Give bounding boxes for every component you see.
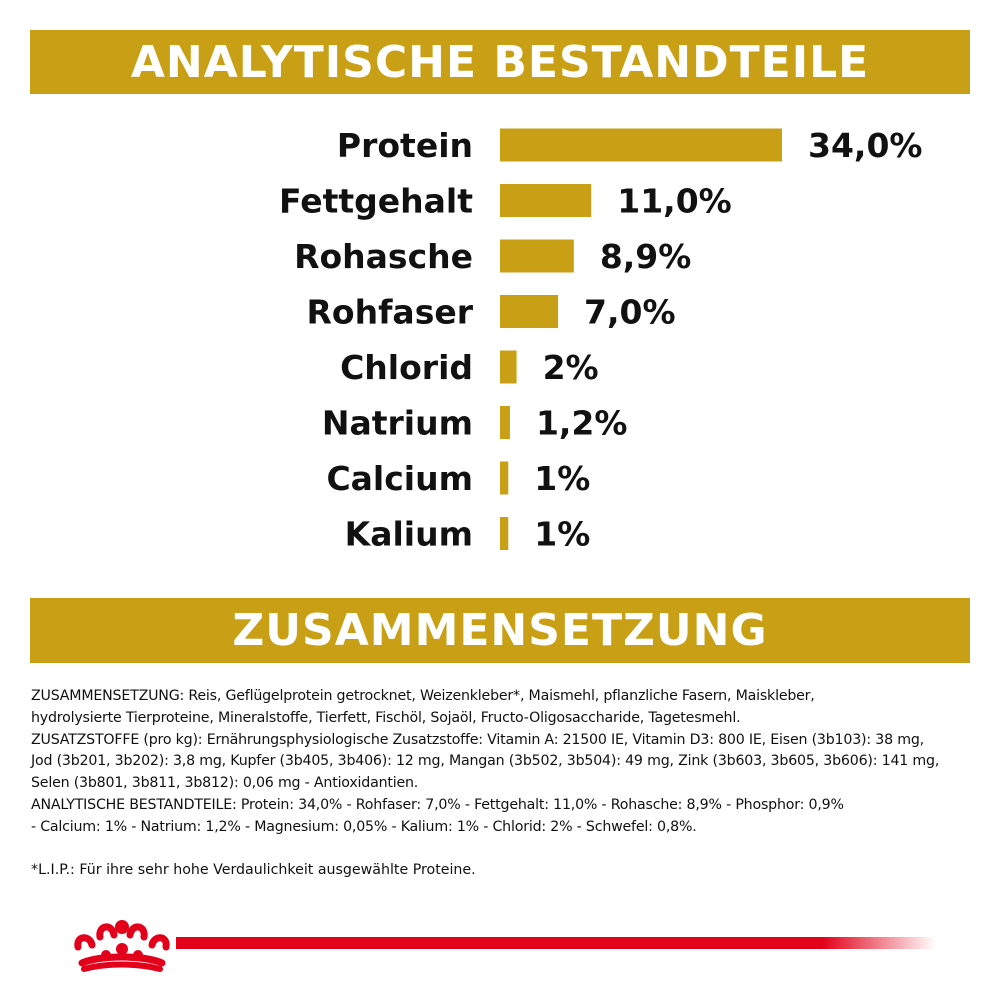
bar (500, 461, 509, 495)
category-label: Kalium (345, 515, 473, 554)
value-label: 2% (543, 348, 599, 387)
category-label: Protein (337, 126, 473, 165)
value-label: 1% (534, 459, 590, 498)
nutrients-title: ANALYTISCHE BESTANDTEILE (130, 36, 870, 88)
bar (500, 517, 509, 550)
value-label: 34,0% (808, 126, 923, 165)
red-brand-line (176, 937, 936, 949)
category-label: Rohasche (294, 237, 473, 276)
bar (500, 239, 574, 273)
composition-text: ZUSAMMENSETZUNG: Reis, Geflügelprotein g… (31, 686, 976, 839)
footnote: *L.I.P.: Für ihre sehr hohe Verdaulichke… (31, 862, 476, 878)
composition-banner: ZUSAMMENSETZUNG (30, 598, 970, 663)
value-label: 1% (534, 515, 590, 554)
category-label: Fettgehalt (279, 182, 473, 221)
bar (500, 350, 517, 384)
composition-paragraph: ZUSAMMENSETZUNG: Reis, Geflügelprotein g… (31, 688, 940, 835)
bar (500, 295, 559, 328)
category-label: Calcium (326, 459, 473, 498)
nutrient-bar-chart: Protein 34,0% Fettgehalt 11,0% Rohasche 8,9% R… (279, 126, 923, 554)
category-label: Natrium (322, 404, 473, 443)
value-label: 11,0% (617, 182, 732, 221)
value-label: 8,9% (600, 237, 692, 276)
composition-title: ZUSAMMENSETZUNG (232, 605, 768, 656)
bar (500, 406, 510, 439)
bar (500, 128, 782, 162)
bar (500, 184, 592, 217)
category-label: Chlorid (340, 348, 473, 387)
category-label: Rohfaser (307, 293, 474, 332)
value-label: 7,0% (584, 293, 676, 332)
nutrients-banner: ANALYTISCHE BESTANDTEILE (30, 30, 970, 94)
crown-icon (74, 920, 170, 972)
value-label: 1,2% (536, 404, 628, 443)
